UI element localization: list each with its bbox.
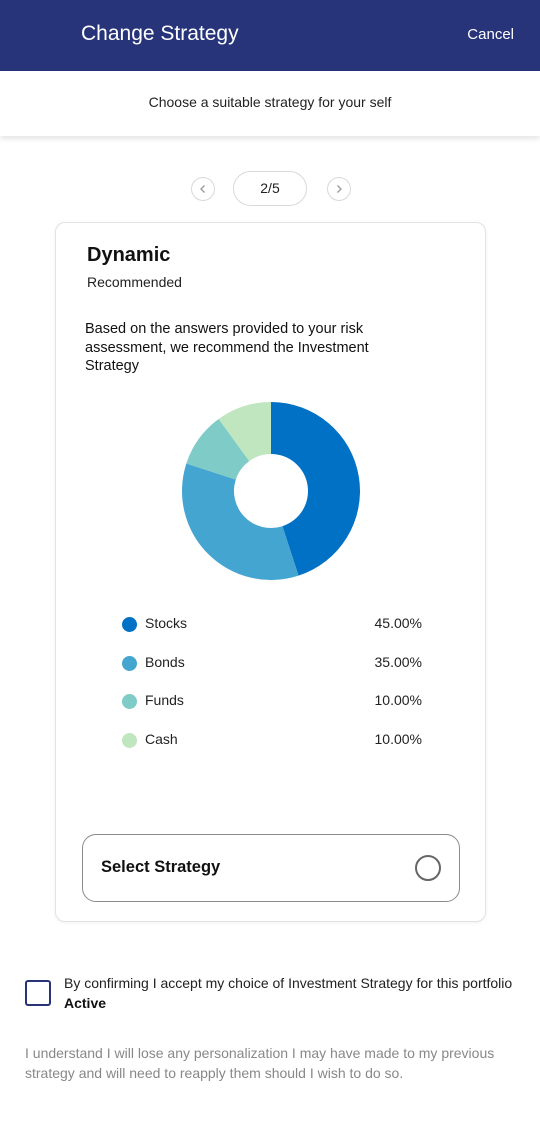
legend-row-cash: Cash 10.00% (122, 729, 422, 768)
previous-strategy-button[interactable] (191, 177, 215, 201)
legend-row-stocks: Stocks 45.00% (122, 613, 422, 652)
legend-value: 45.00% (374, 615, 422, 631)
strategy-description: Based on the answers provided to your ri… (85, 321, 369, 374)
app-header: Change Strategy Cancel (0, 0, 540, 71)
donut-slice-funds (186, 418, 250, 480)
strategy-name: Dynamic (87, 244, 171, 266)
legend-value: 35.00% (374, 653, 422, 670)
legend-row-bonds: Bonds 35.00% (122, 652, 422, 691)
legend-dot (122, 617, 137, 632)
subheader-text: Choose a suitable strategy for your self (148, 94, 392, 110)
page-indicator: 2/5 (233, 171, 307, 206)
disclaimer-text: I understand I will lose any personaliza… (25, 1045, 495, 1081)
allocation-donut-chart (182, 402, 360, 580)
legend-row-funds: Funds 10.00% (122, 690, 422, 729)
legend-label: Bonds (145, 653, 185, 670)
legend-dot (122, 732, 137, 748)
page-title: Change Strategy (81, 22, 239, 45)
select-strategy-label: Select Strategy (101, 858, 221, 876)
cancel-button[interactable]: Cancel (467, 26, 514, 43)
donut-slice-stocks (271, 402, 360, 576)
legend-value: 10.00% (374, 692, 422, 708)
subheader: Choose a suitable strategy for your self (0, 71, 540, 136)
legend-label: Funds (145, 692, 184, 708)
select-radio[interactable] (415, 855, 441, 881)
legend-dot (122, 655, 137, 671)
recommended-tag: Recommended (87, 274, 182, 290)
chevron-left-icon (200, 185, 205, 193)
strategy-card: Dynamic Recommended Based on the answers… (55, 222, 486, 922)
chart-legend: Stocks 45.00% Bonds 35.00% Funds 10.00% Cash 10… (122, 613, 422, 767)
donut-slice-bonds (182, 463, 299, 580)
confirm-text-active: Active (64, 995, 107, 1011)
chevron-right-icon (337, 185, 342, 193)
confirm-text: By confirming I accept my choice of Inve… (64, 973, 514, 1013)
legend-label: Cash (145, 730, 178, 747)
donut-slice-cash (218, 402, 271, 462)
strategy-pager: 2/5 (0, 171, 540, 206)
legend-dot (122, 694, 137, 709)
confirm-text-main: By confirming I accept my choice of Inve… (64, 975, 513, 991)
select-strategy-button[interactable]: Select Strategy (82, 834, 460, 902)
legend-label: Stocks (145, 615, 188, 631)
confirm-checkbox[interactable] (25, 980, 51, 1006)
next-strategy-button[interactable] (327, 177, 351, 201)
legend-value: 10.00% (374, 730, 422, 747)
